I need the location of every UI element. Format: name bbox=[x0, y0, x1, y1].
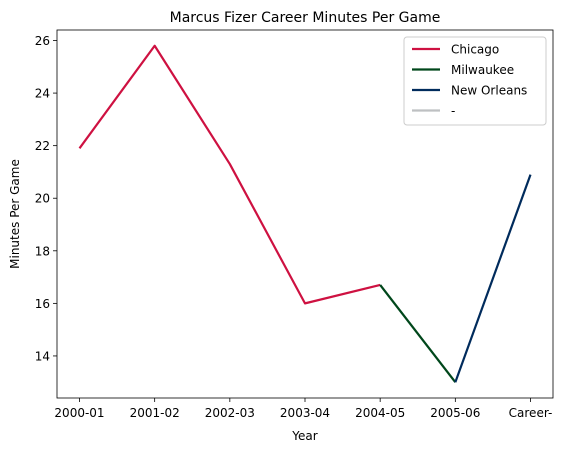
series-line-1 bbox=[379, 284, 457, 383]
x-tick-label: 2003-04 bbox=[280, 406, 330, 420]
legend-label: - bbox=[451, 104, 455, 118]
y-tick-label: 16 bbox=[35, 297, 50, 311]
x-tick-label: 2005-06 bbox=[430, 406, 480, 420]
y-axis-label: Minutes Per Game bbox=[8, 159, 22, 269]
legend-label: Chicago bbox=[451, 43, 499, 57]
legend-box bbox=[403, 36, 547, 126]
legend-label: New Orleans bbox=[451, 84, 527, 98]
y-tick-label: 20 bbox=[35, 192, 50, 206]
y-axis: 14 16 18 20 22 24 26 bbox=[35, 34, 57, 363]
series-layer bbox=[78, 44, 532, 383]
x-tick-label: 2000-01 bbox=[54, 406, 104, 420]
y-tick-label: 14 bbox=[35, 349, 50, 363]
y-tick-label: 18 bbox=[35, 244, 50, 258]
x-axis-label: Year bbox=[291, 429, 317, 443]
x-tick-label: 2002-03 bbox=[205, 406, 255, 420]
x-tick-label: 2001-02 bbox=[130, 406, 180, 420]
x-axis: 2000-01 2001-02 2002-03 2003-04 2004-05 2005-… bbox=[54, 398, 552, 420]
y-tick-label: 22 bbox=[35, 139, 50, 153]
x-tick-label: Career- bbox=[509, 406, 553, 420]
legend-label: Milwaukee bbox=[451, 63, 514, 77]
x-tick-label: 2004-05 bbox=[355, 406, 405, 420]
chart-title: Marcus Fizer Career Minutes Per Game bbox=[170, 10, 441, 26]
y-tick-label: 26 bbox=[35, 34, 50, 48]
series-line-2 bbox=[454, 174, 532, 383]
y-tick-label: 24 bbox=[35, 87, 50, 101]
legend: Chicago Milwaukee New Orleans - bbox=[403, 36, 547, 126]
series-line-0 bbox=[78, 44, 381, 305]
